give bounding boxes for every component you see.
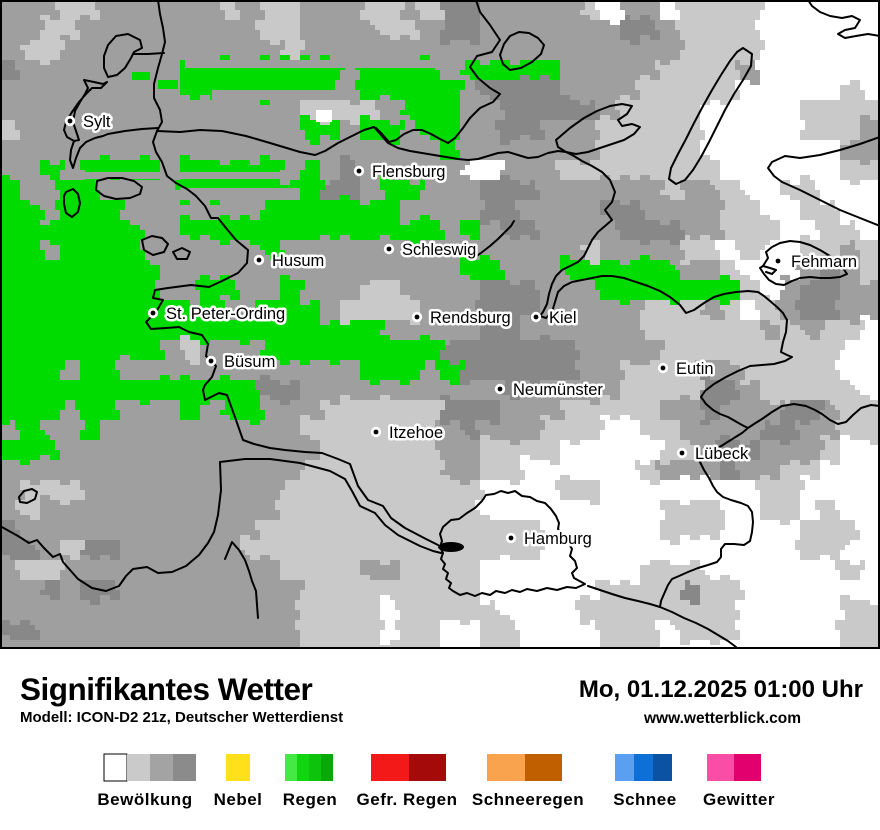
svg-text:Fehmarn: Fehmarn [791,253,857,271]
svg-text:Schnee: Schnee [613,790,676,809]
svg-text:Itzehoe: Itzehoe [389,424,443,442]
svg-text:Flensburg: Flensburg [372,163,445,181]
svg-text:Hamburg: Hamburg [524,530,592,548]
svg-text:Schneeregen: Schneeregen [472,790,584,809]
svg-text:Husum: Husum [272,252,324,270]
svg-text:Lübeck: Lübeck [695,445,749,463]
svg-text:Bewölkung: Bewölkung [97,790,192,809]
svg-text:Nebel: Nebel [214,790,263,809]
svg-text:Büsum: Büsum [224,353,275,371]
svg-text:Rendsburg: Rendsburg [430,309,511,327]
svg-text:St. Peter-Ording: St. Peter-Ording [166,305,285,323]
svg-text:Kiel: Kiel [549,309,577,327]
svg-text:Regen: Regen [283,790,337,809]
svg-text:Neumünster: Neumünster [513,381,603,399]
svg-text:Sylt: Sylt [83,113,111,131]
svg-text:Eutin: Eutin [676,360,714,378]
svg-text:Gewitter: Gewitter [703,790,775,809]
svg-text:Gefr. Regen: Gefr. Regen [357,790,458,809]
svg-text:Schleswig: Schleswig [402,241,476,259]
